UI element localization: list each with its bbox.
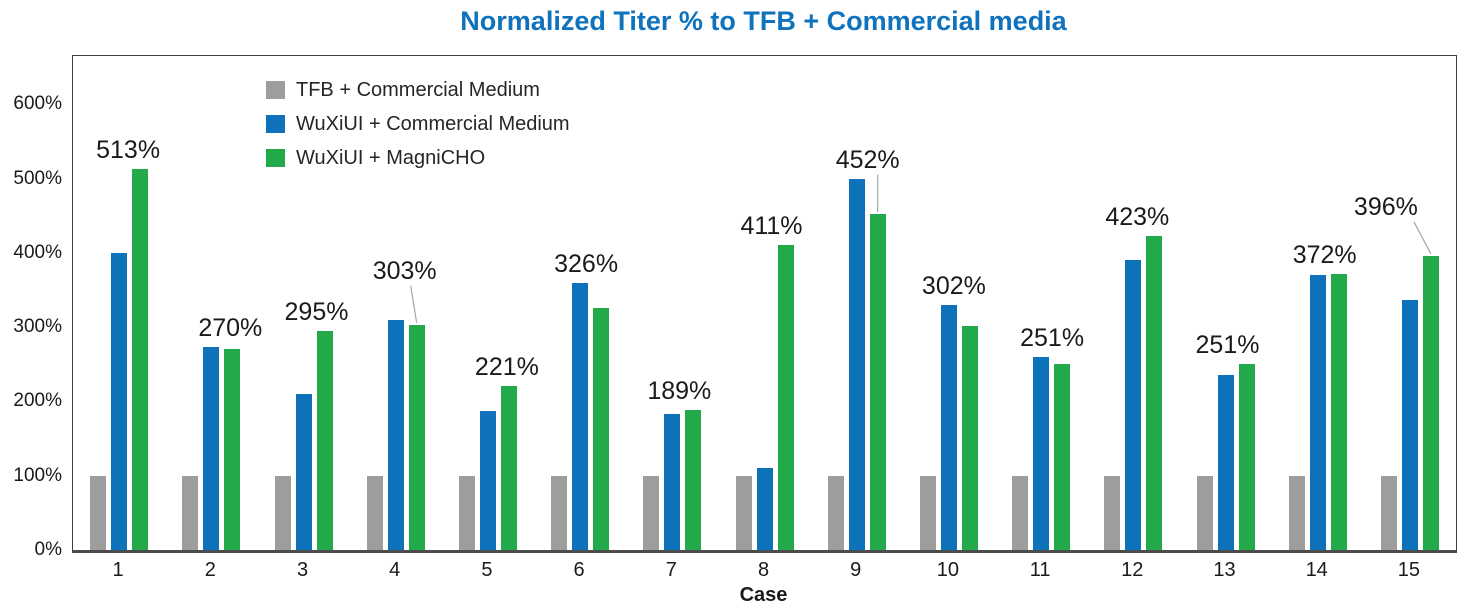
bar-tfb-commercial-medium-case-9 — [827, 475, 844, 550]
bar-wuxiui-magnicho-case-1 — [132, 168, 149, 550]
legend-item: TFB + Commercial Medium — [266, 80, 570, 100]
bar-value-label: 270% — [198, 314, 263, 343]
x-tick-label: 9 — [850, 559, 862, 581]
bar-wuxiui-commercial-medium-case-2 — [203, 347, 220, 550]
bar-wuxiui-commercial-medium-case-15 — [1401, 299, 1418, 550]
y-tick-label: 100% — [13, 464, 62, 486]
bar-tfb-commercial-medium-case-12 — [1104, 475, 1121, 550]
legend-swatch — [266, 149, 285, 167]
bar-value-label: 221% — [474, 352, 539, 381]
x-axis-title: Case — [739, 584, 788, 606]
bar-wuxiui-magnicho-case-15 — [1422, 255, 1439, 550]
bar-tfb-commercial-medium-case-15 — [1380, 475, 1397, 550]
bar-wuxiui-magnicho-case-13 — [1238, 363, 1255, 550]
bar-value-label: 189% — [647, 376, 712, 405]
bar-tfb-commercial-medium-case-13 — [1196, 475, 1213, 550]
y-tick-label: 400% — [13, 241, 62, 263]
bar-tfb-commercial-medium-case-6 — [551, 475, 568, 550]
bar-wuxiui-commercial-medium-case-4 — [387, 319, 404, 550]
x-tick-label: 4 — [389, 559, 401, 581]
legend: TFB + Commercial Medium WuXiUI + Commerci… — [266, 80, 570, 182]
bar-tfb-commercial-medium-case-11 — [1012, 475, 1029, 550]
bar-value-label: 251% — [1195, 330, 1260, 359]
x-tick-label: 12 — [1121, 559, 1144, 581]
bar-wuxiui-magnicho-case-4 — [408, 324, 425, 550]
x-tick-label: 7 — [665, 559, 677, 581]
bars-layer — [73, 56, 1456, 550]
bar-wuxiui-magnicho-case-6 — [593, 307, 610, 550]
x-tick-label: 14 — [1305, 559, 1328, 581]
x-tick-label: 1 — [112, 559, 124, 581]
bar-wuxiui-magnicho-case-9 — [869, 214, 886, 550]
bar-wuxiui-commercial-medium-case-14 — [1309, 275, 1326, 550]
x-tick-label: 2 — [204, 559, 216, 581]
bar-wuxiui-magnicho-case-10 — [961, 325, 978, 550]
bar-tfb-commercial-medium-case-14 — [1288, 475, 1305, 550]
bar-tfb-commercial-medium-case-2 — [182, 475, 199, 550]
bar-value-label: 396% — [1353, 192, 1418, 221]
bar-labels-layer: 513% 270% 295% 303% 221% 326% 189% 411% 452% 302%… — [73, 56, 1456, 550]
bar-tfb-commercial-medium-case-4 — [366, 475, 383, 550]
legend-swatch — [266, 115, 285, 133]
x-tick-label: 6 — [573, 559, 585, 581]
bar-wuxiui-commercial-medium-case-10 — [940, 304, 957, 550]
bar-tfb-commercial-medium-case-7 — [643, 475, 660, 550]
x-tick-label: 3 — [296, 559, 309, 581]
chart-title: Normalized Titer % to TFB + Commercial m… — [460, 6, 1067, 36]
x-tick-label: 10 — [936, 559, 960, 581]
x-tick-label: 5 — [481, 559, 493, 581]
bar-value-label: 302% — [921, 271, 986, 300]
x-tick-label: 11 — [1029, 559, 1051, 581]
bar-wuxiui-commercial-medium-case-9 — [848, 178, 865, 550]
bar-wuxiui-commercial-medium-case-8 — [756, 467, 773, 550]
bar-wuxiui-commercial-medium-case-1 — [111, 252, 128, 550]
bar-value-label: 452% — [835, 145, 900, 174]
y-tick-label: 600% — [13, 93, 62, 115]
bar-tfb-commercial-medium-case-3 — [274, 475, 291, 550]
bar-value-label: 326% — [554, 249, 619, 278]
bar-tfb-commercial-medium-case-5 — [458, 475, 475, 550]
legend-label: TFB + Commercial Medium — [296, 79, 540, 101]
bar-value-label: 411% — [740, 211, 803, 240]
bar-wuxiui-commercial-medium-case-6 — [572, 282, 589, 550]
bar-value-label: 513% — [96, 135, 161, 164]
bar-wuxiui-magnicho-case-7 — [685, 409, 702, 550]
bar-wuxiui-commercial-medium-case-12 — [1125, 260, 1142, 550]
bar-value-label: 295% — [284, 297, 349, 326]
bar-wuxiui-commercial-medium-case-3 — [295, 394, 312, 550]
bar-value-label: 251% — [1020, 323, 1085, 352]
bar-tfb-commercial-medium-case-10 — [919, 475, 936, 550]
x-tick-label: 8 — [757, 559, 770, 581]
bar-value-label: 303% — [372, 256, 437, 285]
x-tick-label: 13 — [1213, 559, 1236, 581]
plot-area: 513% 270% 295% 303% 221% 326% 189% 411% 452% 302%… — [72, 55, 1457, 553]
bar-value-label: 423% — [1105, 202, 1170, 231]
bar-wuxiui-magnicho-case-8 — [777, 244, 794, 550]
bar-wuxiui-magnicho-case-5 — [500, 385, 517, 550]
bar-value-label: 372% — [1292, 240, 1357, 269]
bar-wuxiui-commercial-medium-case-13 — [1217, 374, 1234, 550]
bar-wuxiui-magnicho-case-3 — [316, 330, 333, 550]
bar-wuxiui-commercial-medium-case-5 — [479, 411, 496, 550]
bar-wuxiui-commercial-medium-case-7 — [664, 414, 681, 550]
x-tick-label: 15 — [1397, 559, 1421, 581]
bar-tfb-commercial-medium-case-1 — [90, 475, 107, 550]
y-tick-label: 300% — [13, 316, 62, 338]
legend-item: WuXiUI + Commercial Medium — [266, 114, 570, 134]
legend-label: WuXiUI + Commercial Medium — [296, 113, 570, 135]
bar-wuxiui-commercial-medium-case-11 — [1033, 356, 1050, 550]
bar-wuxiui-magnicho-case-14 — [1330, 273, 1347, 550]
y-tick-label: 0% — [34, 539, 62, 560]
bar-wuxiui-magnicho-case-11 — [1054, 363, 1071, 550]
bar-wuxiui-magnicho-case-12 — [1146, 235, 1163, 550]
legend-label: WuXiUI + MagniCHO — [296, 147, 486, 169]
legend-item: WuXiUI + MagniCHO — [266, 148, 570, 168]
legend-swatch — [266, 81, 285, 99]
y-tick-label: 500% — [13, 167, 62, 189]
bar-wuxiui-magnicho-case-2 — [224, 349, 241, 550]
y-tick-label: 200% — [13, 390, 62, 412]
bar-tfb-commercial-medium-case-8 — [735, 475, 752, 550]
